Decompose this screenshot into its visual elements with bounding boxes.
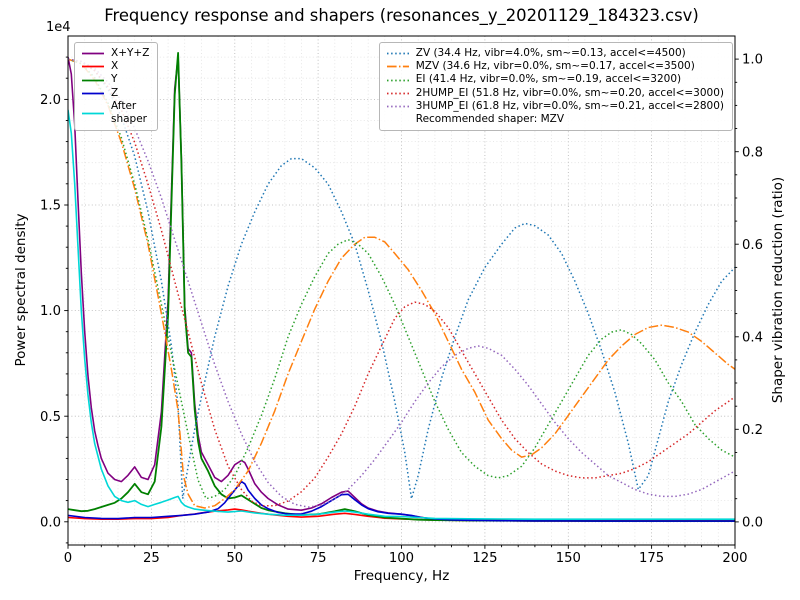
right-y-tick-label: 0.4 [742,330,763,345]
x-tick-label: 100 [389,551,414,566]
left-axis-offset-text: 1e4 [46,20,71,35]
series-mzv [68,58,735,509]
legend-label-3hump-ei: 3HUMP_EI (61.8 Hz, vibr=0.0%, sm~=0.21, … [415,99,724,112]
x-tick-label: 200 [722,551,747,566]
legend-line-swatch-3hump-ei [386,101,410,112]
x-axis-label: Frequency, Hz [353,568,450,584]
legend-measured: X+Y+Z X Y Z After shaper [74,42,159,132]
legend-label-z: Z [111,86,119,99]
series-2hump-ei [68,58,735,507]
x-tick-label: 175 [639,551,664,566]
x-tick-label: 150 [556,551,581,566]
legend-label-x: X [111,60,119,73]
axis-ticks [64,56,739,549]
right-y-tick-label: 1.0 [742,53,763,68]
legend-item-after-shaper: After shaper [81,100,149,126]
legend-label-mzv: MZV (34.6 Hz, vibr=0.0%, sm~=0.17, accel… [415,60,695,73]
legend-line-swatch-z [81,88,105,99]
psd-series [68,52,735,522]
legend-line-swatch-after-shaper [81,108,105,119]
legend-recommended-text: Recommended shaper: MZV [415,113,565,126]
left-y-tick-label: 1.5 [40,199,61,214]
legend-label-ei: EI (41.4 Hz, vibr=0.0%, sm~=0.19, accel<… [415,73,682,86]
legend-item-zv: ZV (34.4 Hz, vibr=4.0%, sm~=0.13, accel<… [386,47,724,60]
left-y-tick-label: 1.0 [40,304,61,319]
series-after-shaper [68,109,735,520]
right-y-tick-label: 0.6 [742,238,763,253]
legend-label-y: Y [111,73,118,86]
series-y [68,52,735,522]
left-y-axis-label: Power spectral density [13,213,29,367]
legend-line-swatch-x-y-z [81,48,105,59]
legend-label-after-shaper: After shaper [111,99,148,126]
right-y-tick-label: 0.2 [742,423,763,438]
left-y-tick-label: 0.0 [40,515,61,530]
series-ei [68,58,735,500]
legend-item-y: Y [81,73,149,86]
legend-item-ei: EI (41.4 Hz, vibr=0.0%, sm~=0.19, accel<… [386,73,724,86]
legend-line-swatch-zv [386,48,410,59]
legend-line-swatch-mzv [386,61,410,72]
legend-item-z: Z [81,87,149,100]
legend-item-3hump-ei: 3HUMP_EI (61.8 Hz, vibr=0.0%, sm~=0.21, … [386,100,724,113]
legend-item-x: X [81,60,149,73]
legend-line-swatch-ei [386,75,410,86]
legend-shapers: ZV (34.4 Hz, vibr=4.0%, sm~=0.13, accel<… [378,42,733,132]
x-tick-label: 75 [310,551,327,566]
legend-line-swatch-x [81,61,105,72]
left-y-tick-label: 2.0 [40,93,61,108]
legend-label-zv: ZV (34.4 Hz, vibr=4.0%, sm~=0.13, accel<… [415,47,686,59]
x-tick-label: 0 [64,551,72,566]
legend-item-2hump-ei: 2HUMP_EI (51.8 Hz, vibr=0.0%, sm~=0.20, … [386,87,724,100]
legend-label-x-y-z: X+Y+Z [111,47,150,59]
legend-item-mzv: MZV (34.6 Hz, vibr=0.0%, sm~=0.17, accel… [386,60,724,73]
x-tick-label: 50 [226,551,243,566]
legend-line-swatch-2hump-ei [386,88,410,99]
series-3hump-ei [68,58,735,508]
right-y-tick-label: 0.0 [742,516,763,531]
left-y-tick-label: 0.5 [40,410,61,425]
right-y-axis-label: Shaper vibration reduction (ratio) [770,176,786,404]
legend-recommended-shaper: Recommended shaper: MZV [386,113,724,126]
series-z [68,480,735,522]
x-tick-label: 125 [472,551,497,566]
legend-label-2hump-ei: 2HUMP_EI (51.8 Hz, vibr=0.0%, sm~=0.20, … [415,86,724,99]
x-tick-label: 25 [143,551,160,566]
chart-title: Frequency response and shapers (resonanc… [104,6,699,25]
right-y-tick-label: 0.8 [742,145,763,160]
legend-item-x-y-z: X+Y+Z [81,47,149,60]
shaper-series [68,58,735,509]
legend-line-swatch-y [81,75,105,86]
